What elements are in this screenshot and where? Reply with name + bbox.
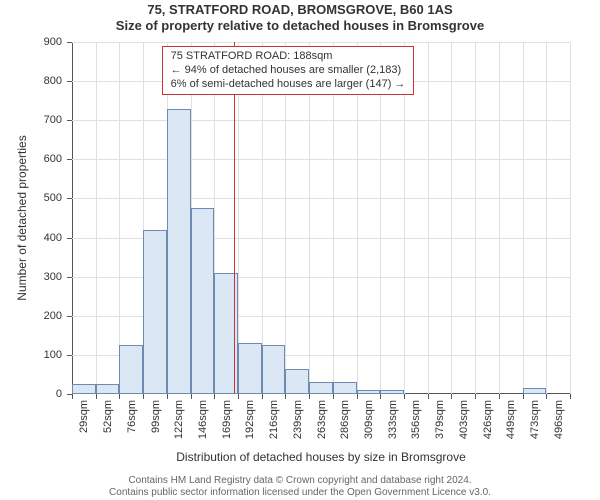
gridline-v xyxy=(428,42,429,394)
gridline-h xyxy=(72,198,570,199)
attribution-footer: Contains HM Land Registry data © Crown c… xyxy=(0,475,600,498)
footer-line-2: Contains public sector information licen… xyxy=(0,487,600,499)
histogram-bar xyxy=(262,345,286,394)
histogram-bar xyxy=(143,230,167,394)
x-tick-label: 426sqm xyxy=(482,361,494,400)
x-tick-label: 356sqm xyxy=(410,361,422,400)
gridline-v xyxy=(451,42,452,394)
legend-line: ← 94% of detached houses are smaller (2,… xyxy=(171,64,406,78)
histogram-bar xyxy=(238,343,262,394)
x-axis-label: Distribution of detached houses by size … xyxy=(176,450,465,464)
gridline-v xyxy=(570,42,571,394)
y-tick-label: 900 xyxy=(44,36,72,48)
histogram-bar xyxy=(333,382,357,394)
y-tick-label: 100 xyxy=(44,349,72,361)
y-tick-label: 0 xyxy=(56,388,72,400)
y-tick-label: 600 xyxy=(44,153,72,165)
histogram-bar xyxy=(309,382,333,394)
x-tick-label: 403sqm xyxy=(458,361,470,400)
gridline-h xyxy=(72,120,570,121)
gridline-v xyxy=(96,42,97,394)
x-tick-label: 379sqm xyxy=(434,361,446,400)
histogram-bar xyxy=(119,345,143,394)
gridline-v xyxy=(546,42,547,394)
page-sub-title: Size of property relative to detached ho… xyxy=(0,17,600,33)
histogram-bar xyxy=(285,369,309,394)
x-tick-label: 286sqm xyxy=(339,361,351,400)
footer-line-1: Contains HM Land Registry data © Crown c… xyxy=(0,475,600,487)
x-tick-label: 449sqm xyxy=(505,361,517,400)
legend-line: 6% of semi-detached houses are larger (1… xyxy=(171,78,406,92)
histogram-bar xyxy=(72,384,96,394)
y-tick-label: 200 xyxy=(44,310,72,322)
histogram-bar xyxy=(523,388,547,394)
gridline-v xyxy=(475,42,476,394)
legend-box: 75 STRATFORD ROAD: 188sqm← 94% of detach… xyxy=(162,46,415,95)
histogram-bar xyxy=(167,109,191,395)
y-tick-label: 700 xyxy=(44,114,72,126)
y-tick-label: 800 xyxy=(44,75,72,87)
y-axis-label: Number of detached properties xyxy=(15,135,29,300)
x-tick-label: 473sqm xyxy=(529,361,541,400)
gridline-h xyxy=(72,159,570,160)
y-tick-label: 500 xyxy=(44,192,72,204)
page-super-title: 75, STRATFORD ROAD, BROMSGROVE, B60 1AS xyxy=(0,0,600,17)
histogram-bar xyxy=(380,390,404,394)
x-tick-label: 496sqm xyxy=(553,361,565,400)
chart-container: 75, STRATFORD ROAD, BROMSGROVE, B60 1AS … xyxy=(0,0,600,500)
legend-line: 75 STRATFORD ROAD: 188sqm xyxy=(171,50,406,64)
gridline-v xyxy=(119,42,120,394)
x-tick-label: 309sqm xyxy=(363,361,375,400)
x-tick-label: 263sqm xyxy=(316,361,328,400)
y-tick-label: 400 xyxy=(44,232,72,244)
histogram-bar xyxy=(96,384,120,394)
histogram-bar xyxy=(357,390,381,394)
plot-area: 010020030040050060070080090029sqm52sqm76… xyxy=(72,42,570,394)
x-tick-label: 333sqm xyxy=(387,361,399,400)
gridline-v xyxy=(523,42,524,394)
y-tick-label: 300 xyxy=(44,271,72,283)
y-axis-line xyxy=(72,42,73,394)
gridline-v xyxy=(499,42,500,394)
histogram-bar xyxy=(191,208,215,394)
gridline-h xyxy=(72,42,570,43)
